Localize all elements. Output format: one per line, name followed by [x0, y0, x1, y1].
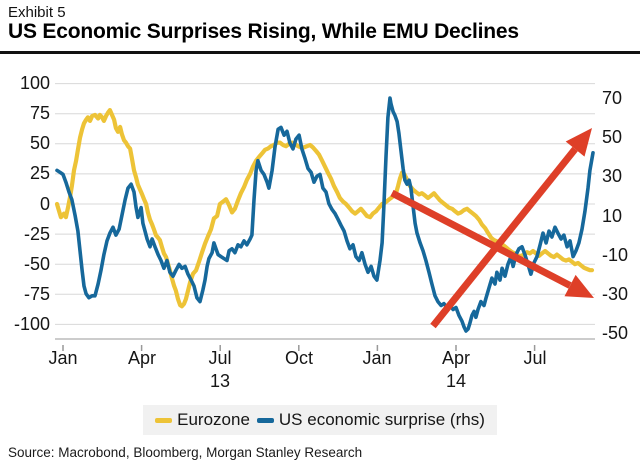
- legend-label: Eurozone: [177, 410, 250, 429]
- right-axis-tick: 30: [602, 166, 623, 186]
- legend-item-us-surprise: US economic surprise (rhs): [256, 410, 485, 430]
- right-axis-tick: 50: [602, 127, 623, 147]
- left-axis-tick: 25: [29, 163, 50, 183]
- legend-item-eurozone: Eurozone: [155, 410, 250, 430]
- left-axis-tick: 100: [19, 73, 50, 93]
- eurozone-line-swatch-icon: [155, 417, 173, 423]
- right-axis-tick: -30: [602, 284, 629, 304]
- left-axis-tick: 0: [39, 194, 50, 214]
- right-axis-tick: 10: [602, 206, 623, 226]
- right-axis-tick: 70: [602, 88, 623, 108]
- legend-label: US economic surprise (rhs): [278, 410, 485, 429]
- us-line-swatch-icon: [256, 417, 274, 423]
- x-axis-tick: Oct: [284, 348, 313, 368]
- left-axis-tick: 50: [29, 133, 50, 153]
- x-axis-year-label: 14: [445, 371, 467, 391]
- title-divider: [0, 51, 640, 54]
- page-title: US Economic Surprises Rising, While EMU …: [8, 20, 519, 43]
- chart-legend: Eurozone US economic surprise (rhs): [0, 405, 640, 435]
- legend-box: Eurozone US economic surprise (rhs): [143, 405, 497, 435]
- right-axis-tick: -50: [602, 323, 629, 343]
- left-axis-tick: -50: [23, 254, 50, 274]
- x-axis-tick: Jul: [523, 348, 547, 368]
- x-axis-year-label: 13: [209, 371, 231, 391]
- right-axis-tick: -10: [602, 245, 629, 265]
- x-axis-tick: Jan: [362, 348, 392, 368]
- x-axis-tick: Jan: [48, 348, 78, 368]
- left-axis-tick: -75: [23, 284, 50, 304]
- left-axis-tick: 75: [29, 103, 50, 123]
- exhibit-label: Exhibit 5: [8, 4, 66, 21]
- source-note: Source: Macrobond, Bloomberg, Morgan Sta…: [8, 445, 363, 460]
- left-axis-tick: -100: [13, 314, 50, 334]
- x-axis-tick: Jul: [208, 348, 232, 368]
- x-axis-tick: Apr: [441, 348, 470, 368]
- left-axis-tick: -25: [23, 224, 50, 244]
- x-axis-tick: Apr: [127, 348, 156, 368]
